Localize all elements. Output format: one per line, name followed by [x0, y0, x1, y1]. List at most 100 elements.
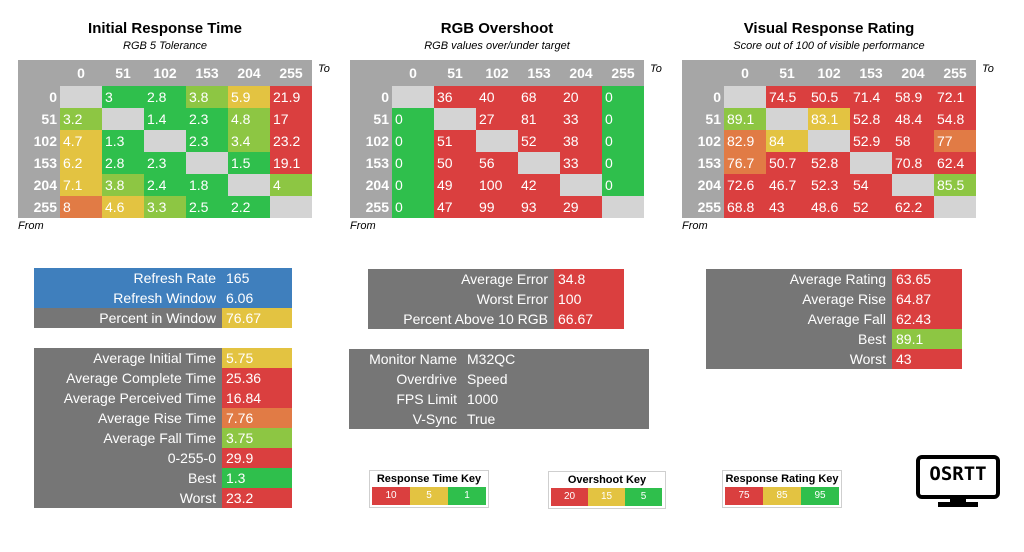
matrix-subtitle: Score out of 100 of visible performance [733, 40, 925, 52]
monitor-info-panel: Monitor Name M32QC Overdrive Speed FPS Limit… [349, 349, 649, 429]
stat-label: Average Error [368, 269, 554, 289]
matrix-cell: 2.5 [186, 196, 228, 218]
matrix-cell: 36 [434, 86, 476, 108]
row-header: 0 [350, 86, 392, 108]
stat-label: Average Fall Time [34, 428, 222, 448]
row-header: 204 [350, 174, 392, 196]
diagonal-cell [602, 196, 644, 218]
matrix-cell: 2.8 [102, 152, 144, 174]
stat-row: Average Fall Time 3.75 [34, 428, 292, 448]
matrix-cell: 52.9 [850, 130, 892, 152]
key-title: Overshoot Key [567, 474, 647, 486]
rating-panel: Average Rating 63.65 Average Rise 64.87 Aver… [706, 269, 962, 369]
matrix-title: Initial Response Time [88, 20, 242, 37]
matrix-cell: 93 [518, 196, 560, 218]
stat-row: V-Sync True [349, 409, 649, 429]
stat-row: Average Rise 64.87 [706, 289, 962, 309]
matrix-cell: 100 [476, 174, 518, 196]
matrix-cell: 6.2 [60, 152, 102, 174]
stat-row: Refresh Rate 165 [34, 268, 292, 288]
matrix-cell: 38 [560, 130, 602, 152]
stat-value: 100 [554, 289, 624, 309]
stat-label: Average Rise [706, 289, 892, 309]
matrix-cell: 1.5 [228, 152, 270, 174]
key-swatches: 20 15 5 [549, 488, 665, 508]
stat-label: Average Rating [706, 269, 892, 289]
matrix-cell: 5.9 [228, 86, 270, 108]
key-swatch: 10 [372, 487, 410, 505]
stat-label: Average Fall [706, 309, 892, 329]
stat-label: Average Initial Time [34, 348, 222, 368]
row-header: 153 [682, 152, 724, 174]
stat-row: Worst 43 [706, 349, 962, 369]
matrix-cell: 19.1 [270, 152, 312, 174]
matrix-cell: 58 [892, 130, 934, 152]
matrix-cell: 0 [602, 174, 644, 196]
matrix-cell: 74.5 [766, 86, 808, 108]
stat-value: 1000 [463, 389, 649, 409]
matrix-cell: 0 [602, 108, 644, 130]
row-header: 255 [18, 196, 60, 218]
diagonal-cell [934, 196, 976, 218]
stat-value: 165 [222, 268, 292, 288]
row-header: 204 [18, 174, 60, 196]
column-header: 204 [228, 60, 270, 86]
column-header: 102 [808, 60, 850, 86]
diagonal-cell [724, 86, 766, 108]
matrix-cell: 84 [766, 130, 808, 152]
matrix-cell: 1.4 [144, 108, 186, 130]
stat-label: FPS Limit [349, 389, 463, 409]
matrix-cell: 0 [392, 108, 434, 130]
diagonal-cell [560, 174, 602, 196]
stat-label: Average Rise Time [34, 408, 222, 428]
matrix-cell: 3.8 [186, 86, 228, 108]
column-header: 255 [270, 60, 312, 86]
matrix-cell: 54.8 [934, 108, 976, 130]
key-swatches: 75 85 95 [723, 487, 841, 507]
column-header: 51 [434, 60, 476, 86]
overshoot-panel: Average Error 34.8 Worst Error 100 Percent A… [368, 269, 624, 329]
matrix-corner [350, 60, 392, 86]
matrix-cell: 62.2 [892, 196, 934, 218]
matrix-cell: 49 [434, 174, 476, 196]
matrix-cell: 68 [518, 86, 560, 108]
matrix-cell: 2.3 [144, 152, 186, 174]
stat-value: 25.36 [222, 368, 292, 388]
stat-row: Refresh Window 6.06 [34, 288, 292, 308]
matrix-cell: 47 [434, 196, 476, 218]
stat-row: Worst Error 100 [368, 289, 624, 309]
column-header: 204 [892, 60, 934, 86]
stat-row: Average Initial Time 5.75 [34, 348, 292, 368]
matrix-cell: 17 [270, 108, 312, 130]
stat-row: Average Perceived Time 16.84 [34, 388, 292, 408]
matrix-cell: 2.2 [228, 196, 270, 218]
row-header: 255 [682, 196, 724, 218]
diagonal-cell [518, 152, 560, 174]
stat-label: Worst [34, 488, 222, 508]
diagonal-cell [186, 152, 228, 174]
matrix-cell: 58.9 [892, 86, 934, 108]
response-times-panel: Average Initial Time 5.75 Average Complete… [34, 348, 292, 508]
row-header: 204 [682, 174, 724, 196]
from-label: From [682, 220, 708, 232]
matrix-cell: 1.3 [102, 130, 144, 152]
stat-row: FPS Limit 1000 [349, 389, 649, 409]
column-header: 0 [60, 60, 102, 86]
to-label: To [982, 63, 994, 75]
key-swatch: 85 [763, 487, 801, 505]
matrix-cell: 29 [560, 196, 602, 218]
matrix-cell: 82.9 [724, 130, 766, 152]
stat-row: Worst 23.2 [34, 488, 292, 508]
stat-row: Percent in Window 76.67 [34, 308, 292, 328]
matrix-cell: 56 [476, 152, 518, 174]
diagonal-cell [228, 174, 270, 196]
column-header: 153 [186, 60, 228, 86]
diagonal-cell [392, 86, 434, 108]
matrix-cell: 2.8 [144, 86, 186, 108]
overshoot-key: Overshoot Key 20 15 5 [548, 471, 666, 509]
diagonal-cell [144, 130, 186, 152]
row-header: 51 [682, 108, 724, 130]
stat-row: Average Fall 62.43 [706, 309, 962, 329]
matrix-cell: 3.4 [228, 130, 270, 152]
response-time-key: Response Time Key 10 5 1 [369, 470, 489, 508]
